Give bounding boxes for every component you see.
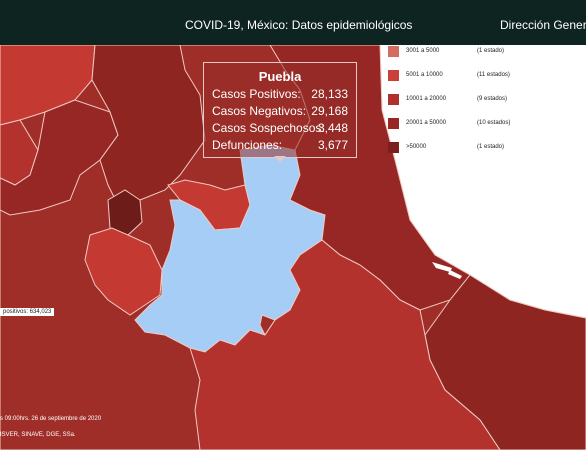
tooltip-row: Casos Positivos: 28,133: [212, 87, 352, 103]
legend-swatch: [388, 142, 399, 153]
legend-range: 3001 a 5000: [406, 48, 440, 54]
legend-swatch: [388, 94, 399, 105]
footer-date: s 09:00hrs. 26 de septiembre de 2020: [0, 416, 102, 422]
legend-range: >50000: [406, 144, 427, 150]
legend-count: (1 estado): [477, 144, 505, 150]
tooltip-label: Casos Sospechosos:: [212, 121, 325, 135]
legend-item: 5001 a 10000 (11 estados): [388, 70, 548, 82]
tooltip-value: 3,677: [317, 138, 348, 152]
legend-item: 10001 a 20000 (9 estados): [388, 94, 548, 106]
legend-count: (10 estados): [477, 120, 511, 126]
legend-range: 10001 a 20000: [406, 96, 447, 102]
tooltip-value: 3,448: [317, 121, 348, 135]
state-tooltip: Puebla Casos Positivos: 28,133 Casos Neg…: [203, 62, 357, 158]
mexico-map: [0, 45, 586, 450]
state-dark-small[interactable]: [107, 189, 143, 236]
state-south[interactable]: [189, 239, 501, 450]
coastal-islands: [432, 262, 462, 279]
legend-count: (11 estados): [477, 72, 510, 78]
tooltip-caret: [274, 156, 286, 162]
legend-count: (9 estados): [477, 96, 508, 102]
top-bar: COVID-19, México: Datos epidemiológicos …: [0, 0, 586, 45]
legend-item: 3001 a 5000 (1 estado): [388, 46, 548, 58]
legend-swatch: [388, 70, 399, 81]
legend-item: 20001 a 50000 (10 estados): [388, 118, 548, 130]
legend-count: (1 estado): [477, 48, 505, 54]
tooltip-value: 28,133: [311, 87, 348, 101]
dashboard-title: COVID-19, México: Datos epidemiológicos: [185, 18, 413, 32]
legend-range: 20001 a 50000: [406, 120, 447, 126]
state-west-central[interactable]: [84, 227, 163, 316]
total-positive-label: positivos: 634,023: [0, 308, 55, 316]
tooltip-label: Defunciones:: [212, 138, 283, 152]
organization-name: Dirección General d: [500, 18, 586, 32]
tooltip-row: Defunciones: 3,677: [212, 138, 352, 154]
footer-source: ISVER, SINAVE, DGE, SSa.: [0, 432, 76, 438]
tooltip-label: Casos Positivos:: [212, 87, 301, 101]
tooltip-state-name: Puebla: [258, 69, 302, 84]
tooltip-label: Casos Negativos:: [212, 104, 307, 118]
tooltip-row: Casos Sospechosos: 3,448: [212, 121, 352, 137]
tooltip-row: Casos Negativos: 29,168: [212, 104, 352, 120]
legend-range: 5001 a 10000: [406, 72, 443, 78]
tooltip-value: 29,168: [311, 104, 348, 118]
legend-swatch: [388, 118, 399, 129]
legend-item: >50000 (1 estado): [388, 142, 548, 154]
legend-swatch: [388, 46, 399, 57]
